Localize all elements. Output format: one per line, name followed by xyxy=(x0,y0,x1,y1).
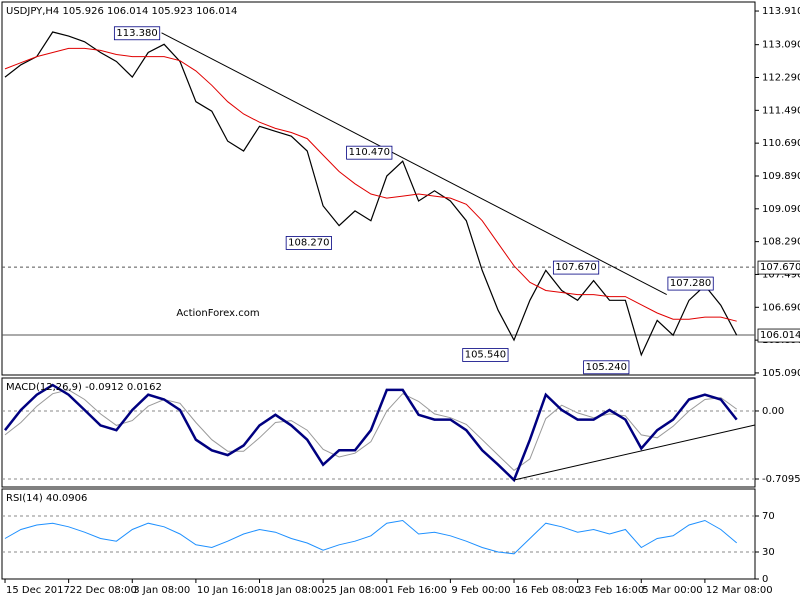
x-tick-label: 3 Jan 08:00 xyxy=(133,585,190,596)
label-box xyxy=(667,276,714,291)
label-box xyxy=(583,360,630,375)
label-box xyxy=(552,260,600,275)
label-box xyxy=(757,260,800,275)
y-tick-label: 105.090 xyxy=(762,368,800,379)
y-tick-label: -0.7095 xyxy=(762,474,800,485)
panel-frame xyxy=(1,1,756,376)
watermark: ActionForex.com xyxy=(176,308,259,319)
y-tick-label: 109.890 xyxy=(762,171,800,182)
series-line xyxy=(4,47,737,322)
y-tick-label: 108.290 xyxy=(762,237,800,248)
y-tick-label: 113.910 xyxy=(762,6,800,17)
y-tick-label: 30 xyxy=(762,547,775,558)
panel-frame xyxy=(1,488,756,580)
x-tick-label: 1 Feb 16:00 xyxy=(388,585,447,596)
trend-line xyxy=(161,32,667,296)
series-line xyxy=(4,383,738,483)
price-annotation: 105.240 xyxy=(586,362,627,373)
label-box xyxy=(757,328,800,343)
x-tick-label: 9 Feb 00:00 xyxy=(451,585,510,596)
y-tick-label: 0.00 xyxy=(762,406,784,417)
price-annotation: 105.540 xyxy=(465,349,506,360)
series-line xyxy=(4,519,738,555)
panel-frame xyxy=(1,377,756,488)
panel-title: USDJPY,H4 105.926 106.014 105.923 106.01… xyxy=(6,6,237,17)
panel-title: RSI(14) 40.0906 xyxy=(6,493,87,504)
y-tick-label: 111.490 xyxy=(762,105,800,116)
price-annotation: 107.280 xyxy=(670,278,711,289)
x-tick-label: 22 Dec 08:00 xyxy=(70,585,137,596)
y-tick-label: 106.690 xyxy=(762,302,800,313)
price-annotation: 108.270 xyxy=(288,237,329,248)
panel-title: MACD(12,26,9) -0.0912 0.0162 xyxy=(6,382,162,393)
x-tick-label: 18 Jan 08:00 xyxy=(261,585,324,596)
y-tick-label: 113.090 xyxy=(762,40,800,51)
y-tick-label: 0 xyxy=(762,574,768,585)
y-tick-label: 110.690 xyxy=(762,138,800,149)
y-tick-label: 112.290 xyxy=(762,73,800,84)
series-line xyxy=(4,31,738,357)
level-label: 106.014 xyxy=(760,330,800,341)
x-tick-label: 5 Mar 00:00 xyxy=(642,585,702,596)
label-box xyxy=(285,236,332,250)
x-tick-label: 12 Mar 08:00 xyxy=(706,585,773,596)
trend-line xyxy=(513,424,756,481)
x-tick-label: 10 Jan 16:00 xyxy=(197,585,260,596)
x-tick-label: 25 Jan 08:00 xyxy=(324,585,387,596)
label-box xyxy=(462,348,509,362)
level-label: 107.670 xyxy=(760,262,800,273)
y-tick-label: 70 xyxy=(762,511,775,522)
label-box xyxy=(113,26,161,41)
label-box xyxy=(346,145,393,160)
x-tick-label: 15 Dec 2017 xyxy=(6,585,70,596)
y-tick-label: 109.090 xyxy=(762,204,800,215)
price-annotation: 113.380 xyxy=(116,28,157,39)
x-tick-label: 16 Feb 08:00 xyxy=(515,585,581,596)
price-annotation: 107.670 xyxy=(555,262,596,273)
y-tick-label: 107.490 xyxy=(762,269,800,280)
x-tick-label: 23 Feb 16:00 xyxy=(579,585,645,596)
price-annotation: 110.470 xyxy=(349,147,390,158)
